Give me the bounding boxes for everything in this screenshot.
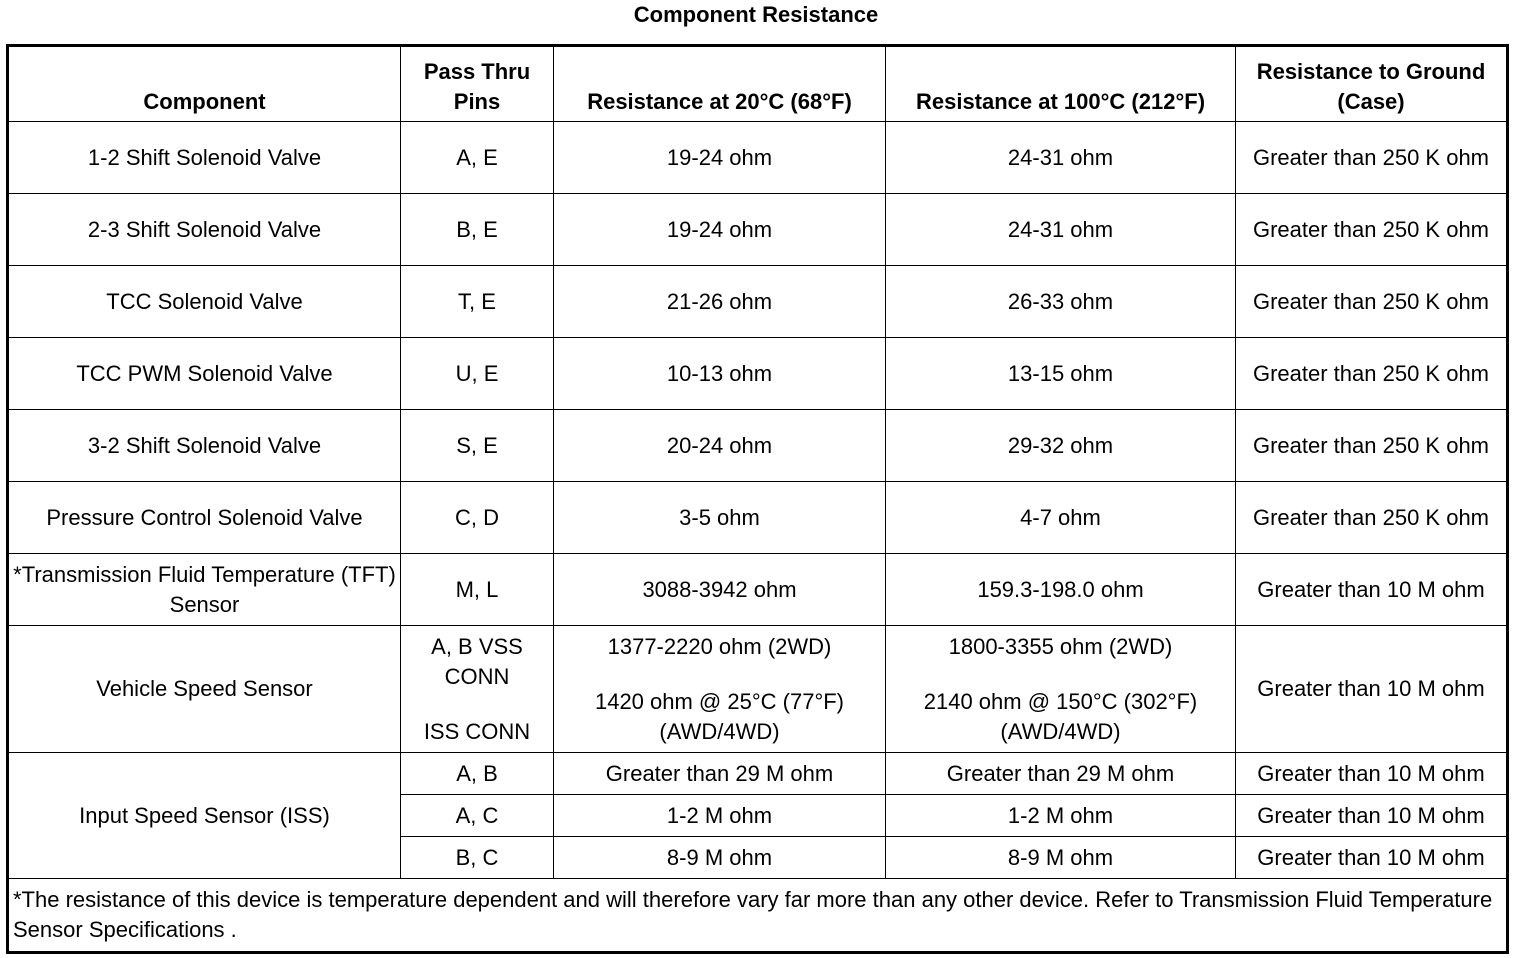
cell: 8-9 M ohm xyxy=(885,836,1236,879)
header-cell: Resistance at 100°C (212°F) xyxy=(885,45,1236,122)
cell: 1-2 M ohm xyxy=(553,794,886,837)
header-cell: Resistance at 20°C (68°F) xyxy=(553,45,886,122)
cell: Greater than 29 M ohm xyxy=(553,752,886,795)
cell: M, L xyxy=(400,553,554,626)
table-row: TCC PWM Solenoid Valve U, E 10-13 ohm 13-15… xyxy=(7,337,1508,410)
cell: 1-2 Shift Solenoid Valve xyxy=(7,121,401,194)
cell: A, B xyxy=(400,752,554,795)
cell: *The resistance of this device is temper… xyxy=(7,878,1508,953)
cell: 3-2 Shift Solenoid Valve xyxy=(7,409,401,482)
cell: 24-31 ohm xyxy=(885,193,1236,266)
cell: 159.3-198.0 ohm xyxy=(885,553,1236,626)
cell: 1377-2220 ohm (2WD) 1420 ohm @ 25°C (77°F… xyxy=(553,625,886,753)
cell: *Transmission Fluid Temperature (TFT) Se… xyxy=(7,553,401,626)
cell: B, C xyxy=(400,836,554,879)
cell: B, E xyxy=(400,193,554,266)
cell: 29-32 ohm xyxy=(885,409,1236,482)
cell: Greater than 29 M ohm xyxy=(885,752,1236,795)
cell: Greater than 250 K ohm xyxy=(1235,481,1508,554)
cell: A, B VSS CONN ISS CONN xyxy=(400,625,554,753)
header-row: Component Pass Thru Pins Resistance at 20°… xyxy=(7,45,1508,122)
cell: Input Speed Sensor (ISS) xyxy=(7,752,401,879)
cell: Greater than 10 M ohm xyxy=(1235,752,1508,795)
cell: 8-9 M ohm xyxy=(553,836,886,879)
table-row: Input Speed Sensor (ISS) A, B Greater than… xyxy=(7,752,1508,879)
cell-line: 2140 ohm @ 150°C (302°F) (AWD/4WD) xyxy=(923,688,1198,744)
header-cell: Component xyxy=(7,45,401,122)
resistance-table: Component Pass Thru Pins Resistance at 20°… xyxy=(6,44,1509,954)
cell: 2-3 Shift Solenoid Valve xyxy=(7,193,401,266)
cell: Greater than 250 K ohm xyxy=(1235,121,1508,194)
cell: 19-24 ohm xyxy=(553,121,886,194)
cell: 24-31 ohm xyxy=(885,121,1236,194)
header-cell: Pass Thru Pins xyxy=(400,45,554,122)
cell: Greater than 250 K ohm xyxy=(1235,337,1508,410)
table-row: 3-2 Shift Solenoid Valve S, E 20-24 ohm 29-… xyxy=(7,409,1508,482)
table-row: TCC Solenoid Valve T, E 21-26 ohm 26-33 ohm… xyxy=(7,265,1508,338)
cell: Pressure Control Solenoid Valve xyxy=(7,481,401,554)
cell: Greater than 10 M ohm xyxy=(1235,625,1508,753)
cell: Greater than 250 K ohm xyxy=(1235,409,1508,482)
header-cell: Resistance to Ground (Case) xyxy=(1235,45,1508,122)
cell-line: A, B VSS CONN xyxy=(431,633,523,689)
cell: 26-33 ohm xyxy=(885,265,1236,338)
cell: A, E xyxy=(400,121,554,194)
cell: 4-7 ohm xyxy=(885,481,1236,554)
cell: TCC PWM Solenoid Valve xyxy=(7,337,401,410)
title: Component Resistance xyxy=(633,2,879,27)
table-row: 1-2 Shift Solenoid Valve A, E 19-24 ohm 24-… xyxy=(7,121,1508,194)
cell: T, E xyxy=(400,265,554,338)
cell: TCC Solenoid Valve xyxy=(7,265,401,338)
cell: 1800-3355 ohm (2WD) 2140 ohm @ 150°C (302… xyxy=(885,625,1236,753)
cell: 21-26 ohm xyxy=(553,265,886,338)
table-row: Pressure Control Solenoid Valve C, D 3-5 o… xyxy=(7,481,1508,554)
cell: A, C xyxy=(400,794,554,837)
table-row: Vehicle Speed Sensor A, B VSS CONN ISS CON… xyxy=(7,625,1508,753)
cell-line: 1800-3355 ohm (2WD) xyxy=(948,633,1173,659)
cell: S, E xyxy=(400,409,554,482)
cell: Greater than 10 M ohm xyxy=(1235,794,1508,837)
cell: Greater than 250 K ohm xyxy=(1235,193,1508,266)
cell: C, D xyxy=(400,481,554,554)
cell: Greater than 10 M ohm xyxy=(1235,553,1508,626)
cell: 13-15 ohm xyxy=(885,337,1236,410)
cell: 20-24 ohm xyxy=(553,409,886,482)
cell: Vehicle Speed Sensor xyxy=(7,625,401,753)
table-body: 1-2 Shift Solenoid Valve A, E 19-24 ohm 24-… xyxy=(7,121,1508,953)
table-row: *Transmission Fluid Temperature (TFT) Se… xyxy=(7,553,1508,626)
cell: Greater than 250 K ohm xyxy=(1235,265,1508,338)
cell-line: 1420 ohm @ 25°C (77°F) (AWD/4WD) xyxy=(594,688,845,744)
cell: 3088-3942 ohm xyxy=(553,553,886,626)
cell: 19-24 ohm xyxy=(553,193,886,266)
cell: Greater than 10 M ohm xyxy=(1235,836,1508,879)
cell: 1-2 M ohm xyxy=(885,794,1236,837)
cell-line: 1377-2220 ohm (2WD) xyxy=(607,633,832,659)
footnote-row: *The resistance of this device is temper… xyxy=(7,878,1508,953)
table-row: 2-3 Shift Solenoid Valve B, E 19-24 ohm 24-… xyxy=(7,193,1508,266)
cell-line: ISS CONN xyxy=(423,718,531,744)
cell: 3-5 ohm xyxy=(553,481,886,554)
cell: U, E xyxy=(400,337,554,410)
cell: 10-13 ohm xyxy=(553,337,886,410)
